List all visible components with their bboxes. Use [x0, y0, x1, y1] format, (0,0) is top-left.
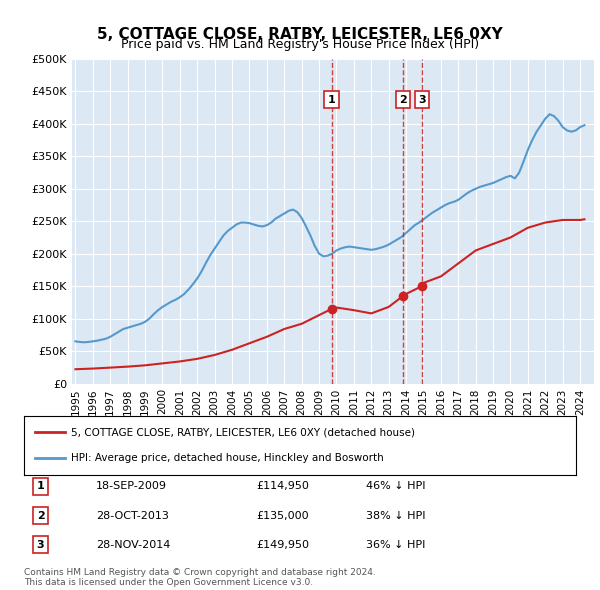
Text: 5, COTTAGE CLOSE, RATBY, LEICESTER, LE6 0XY: 5, COTTAGE CLOSE, RATBY, LEICESTER, LE6 …	[97, 27, 503, 41]
Text: 46% ↓ HPI: 46% ↓ HPI	[366, 481, 426, 491]
Text: 2: 2	[37, 510, 44, 520]
Text: 28-NOV-2014: 28-NOV-2014	[96, 540, 170, 550]
Text: Contains HM Land Registry data © Crown copyright and database right 2024.
This d: Contains HM Land Registry data © Crown c…	[24, 568, 376, 587]
Text: 5, COTTAGE CLOSE, RATBY, LEICESTER, LE6 0XY (detached house): 5, COTTAGE CLOSE, RATBY, LEICESTER, LE6 …	[71, 428, 415, 437]
Text: 3: 3	[37, 540, 44, 550]
Text: £114,950: £114,950	[256, 481, 309, 491]
Text: 28-OCT-2013: 28-OCT-2013	[96, 510, 169, 520]
Text: 36% ↓ HPI: 36% ↓ HPI	[366, 540, 425, 550]
Text: £135,000: £135,000	[256, 510, 308, 520]
Text: 1: 1	[37, 481, 44, 491]
Text: Price paid vs. HM Land Registry's House Price Index (HPI): Price paid vs. HM Land Registry's House …	[121, 38, 479, 51]
Text: 18-SEP-2009: 18-SEP-2009	[96, 481, 167, 491]
Text: HPI: Average price, detached house, Hinckley and Bosworth: HPI: Average price, detached house, Hinc…	[71, 454, 383, 463]
Text: 38% ↓ HPI: 38% ↓ HPI	[366, 510, 426, 520]
Text: 2: 2	[399, 94, 407, 104]
Text: £149,950: £149,950	[256, 540, 309, 550]
Text: 3: 3	[418, 94, 426, 104]
Text: 1: 1	[328, 94, 335, 104]
